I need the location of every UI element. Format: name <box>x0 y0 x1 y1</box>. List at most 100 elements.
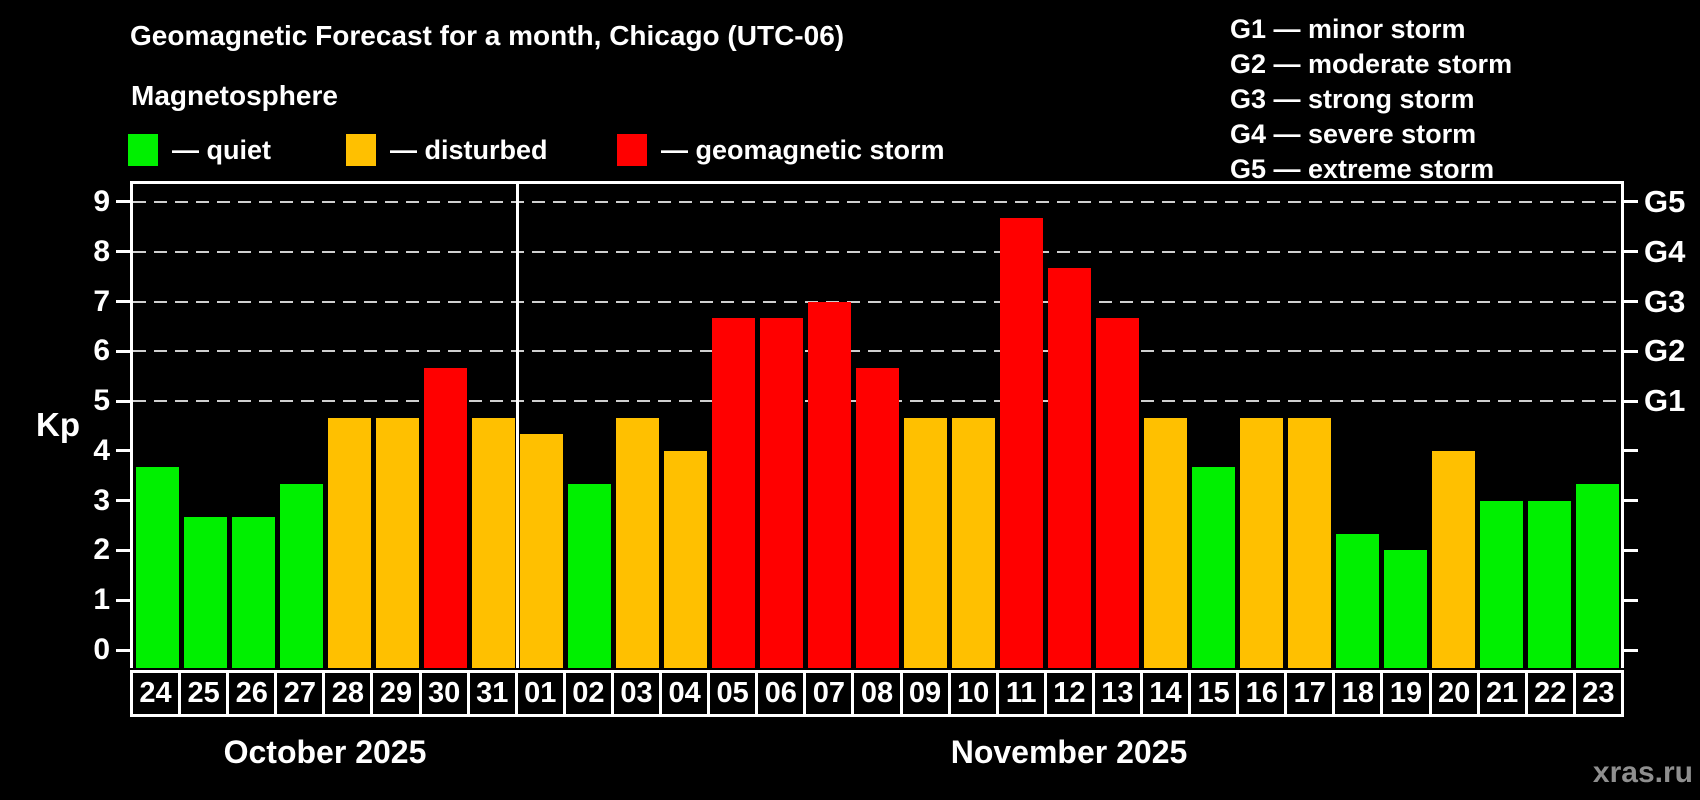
bar-nov-23 <box>1575 484 1619 668</box>
y-tick-left <box>116 250 130 254</box>
day-cell-nov-08: 08 <box>854 673 903 714</box>
bar-oct-24 <box>135 467 179 668</box>
day-cell-nov-23: 23 <box>1582 677 1615 709</box>
day-cell-nov-02: 02 <box>566 673 614 714</box>
y-tick-left <box>116 300 130 304</box>
g-legend-line: G1 — minor storm <box>1230 14 1466 44</box>
bar-nov-19 <box>1383 550 1427 668</box>
legend-label: — quiet <box>172 134 271 165</box>
y-tick-left <box>116 598 130 602</box>
bar-oct-31 <box>471 417 515 668</box>
g-label-g3: G3 <box>1644 283 1686 319</box>
bar-nov-14 <box>1143 417 1187 668</box>
day-cell-nov-11: 11 <box>999 673 1047 714</box>
y-tick-label: 4 <box>93 433 110 467</box>
y-tick-right <box>1624 598 1638 602</box>
y-tick-left <box>116 399 130 403</box>
day-cell-oct-26: 26 <box>229 673 278 714</box>
gridline-kp6 <box>133 350 1621 353</box>
y-tick-left <box>116 548 130 552</box>
day-cell-nov-01: 01 <box>518 673 566 714</box>
bar-nov-05 <box>711 317 755 668</box>
g-legend-line: G3 — strong storm <box>1230 84 1475 114</box>
day-cell-nov-15: 15 <box>1191 673 1240 714</box>
y-tick-right <box>1624 449 1638 453</box>
y-tick-label: 1 <box>93 583 110 617</box>
y-tick-left <box>116 200 130 204</box>
day-cell-nov-03: 03 <box>614 673 663 714</box>
y-tick-label: 8 <box>93 234 110 268</box>
y-tick-right <box>1624 499 1638 503</box>
subtitle: Magnetosphere <box>131 80 338 111</box>
plot-area <box>130 181 1624 668</box>
bar-oct-29 <box>375 417 419 668</box>
bar-nov-13 <box>1095 317 1139 668</box>
day-cell-nov-19: 19 <box>1383 673 1432 714</box>
day-cell-nov-18: 18 <box>1335 673 1384 714</box>
day-cell-nov-04: 04 <box>662 673 711 714</box>
bar-nov-22 <box>1527 500 1571 668</box>
bar-oct-26 <box>231 517 275 668</box>
legend-label: — geomagnetic storm <box>661 134 945 165</box>
page-title: Geomagnetic Forecast for a month, Chicag… <box>130 20 845 51</box>
bar-nov-02 <box>567 484 611 668</box>
bar-nov-09 <box>903 417 947 668</box>
bar-oct-30 <box>423 367 467 668</box>
plot-inner <box>133 184 1621 668</box>
day-cell-nov-10: 10 <box>951 673 999 714</box>
bar-nov-04 <box>663 450 707 668</box>
y-tick-label: 2 <box>93 533 110 567</box>
y-tick-right <box>1624 300 1638 304</box>
day-cell-nov-05: 05 <box>710 673 759 714</box>
bar-nov-07 <box>807 301 851 668</box>
y-tick-label: 0 <box>93 633 110 666</box>
day-cell-oct-29: 29 <box>373 673 422 714</box>
y-tick-right <box>1624 200 1638 204</box>
day-cell-nov-09: 09 <box>903 673 951 714</box>
y-tick-left <box>116 349 130 353</box>
bar-nov-12 <box>1047 268 1091 668</box>
day-cell-oct-27: 27 <box>277 673 326 714</box>
y-tick-left <box>116 449 130 453</box>
quiet-swatch-icon <box>128 134 158 166</box>
bar-nov-11 <box>999 218 1043 668</box>
legend-item-quiet: — quiet <box>128 130 271 170</box>
g-label-g5: G5 <box>1644 183 1686 219</box>
day-cell-nov-16: 16 <box>1239 673 1288 714</box>
day-cell-nov-06: 06 <box>758 673 807 714</box>
y-tick-label: 3 <box>93 483 110 517</box>
g-label-g2: G2 <box>1644 333 1686 369</box>
bar-oct-27 <box>279 484 323 668</box>
legend-item-storm: — geomagnetic storm <box>617 130 945 170</box>
gridline-kp7 <box>133 300 1621 303</box>
day-cell-oct-25: 25 <box>181 673 230 714</box>
g-label-g1: G1 <box>1644 383 1686 419</box>
y-tick-right <box>1624 250 1638 254</box>
y-tick-left <box>116 499 130 503</box>
day-cell-nov-20: 20 <box>1432 673 1480 714</box>
bar-nov-15 <box>1191 467 1235 668</box>
gridline-kp9 <box>133 200 1621 203</box>
g-label-g4: G4 <box>1644 233 1686 269</box>
y-tick-left <box>116 648 130 652</box>
day-cell-nov-21: 21 <box>1480 673 1528 714</box>
disturbed-swatch-icon <box>346 134 376 166</box>
day-cell-nov-17: 17 <box>1287 673 1336 714</box>
bar-nov-01 <box>519 434 563 668</box>
day-cell-nov-14: 14 <box>1143 673 1192 714</box>
day-cell-nov-12: 12 <box>1047 673 1095 714</box>
bar-nov-17 <box>1287 417 1331 668</box>
day-cell-oct-31: 31 <box>470 673 518 714</box>
y-axis-title: Kp <box>36 406 80 443</box>
bar-oct-25 <box>183 517 227 668</box>
g-legend-line: G2 — moderate storm <box>1230 49 1513 79</box>
day-axis-row: 24 25 26 27 28 29 30 31 01 02 03 04 05 06 07 08 09 10 11 12… <box>130 670 1624 717</box>
bar-nov-03 <box>615 417 659 668</box>
month-label-october: October 2025 <box>223 734 427 770</box>
g-scale-legend: G1 — minor storm G2 — moderate storm G3 — … <box>1230 12 1512 187</box>
y-tick-right <box>1624 548 1638 552</box>
day-cell-oct-30: 30 <box>422 673 470 714</box>
day-cell-nov-07: 07 <box>806 673 855 714</box>
month-separator-line <box>515 184 519 668</box>
